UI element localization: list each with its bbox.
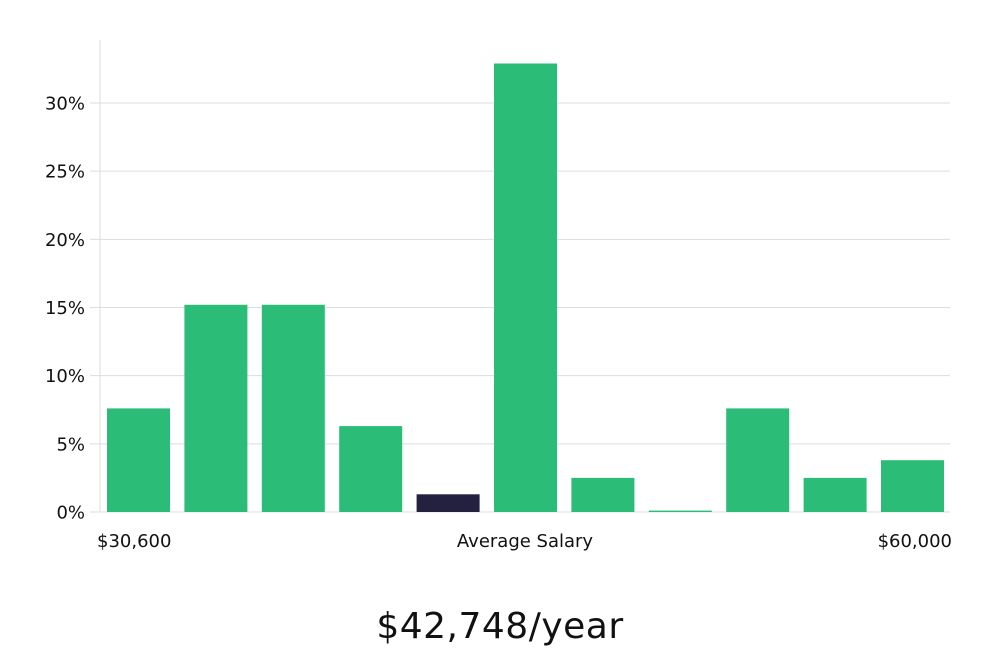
y-tick-label-20: 20% — [45, 230, 85, 251]
x-label-center: Average Salary — [457, 531, 594, 552]
y-tick-label-25: 25% — [45, 162, 85, 183]
bar-8 — [726, 408, 790, 512]
bar-6 — [571, 477, 635, 512]
y-tick-label-0: 0% — [56, 503, 85, 524]
y-axis: 0% 5% 10% 15% 20% 25% 30% — [45, 40, 101, 524]
y-tick-label-15: 15% — [45, 298, 85, 319]
bars-layer — [107, 63, 944, 512]
bar-2 — [261, 304, 325, 512]
bar-9 — [803, 477, 867, 512]
average-salary-value: $42,748/year — [376, 606, 624, 647]
y-tick-label-5: 5% — [56, 434, 85, 455]
y-tick-label-30: 30% — [45, 94, 85, 115]
bar-5 — [494, 63, 557, 512]
bar-7 — [648, 510, 712, 512]
salary-histogram-chart: 0% 5% 10% 15% 20% 25% 30% $30,600 Average Sala… — [45, 40, 952, 552]
x-label-right: $60,000 — [878, 531, 952, 552]
bar-1 — [184, 304, 248, 512]
bar-3 — [339, 426, 403, 512]
bar-0 — [107, 408, 170, 512]
x-label-left: $30,600 — [97, 531, 171, 552]
x-axis-labels: $30,600 Average Salary $60,000 — [97, 531, 952, 552]
bar-average-salary — [416, 494, 480, 512]
y-tick-label-10: 10% — [45, 366, 85, 387]
bar-10 — [881, 460, 944, 512]
